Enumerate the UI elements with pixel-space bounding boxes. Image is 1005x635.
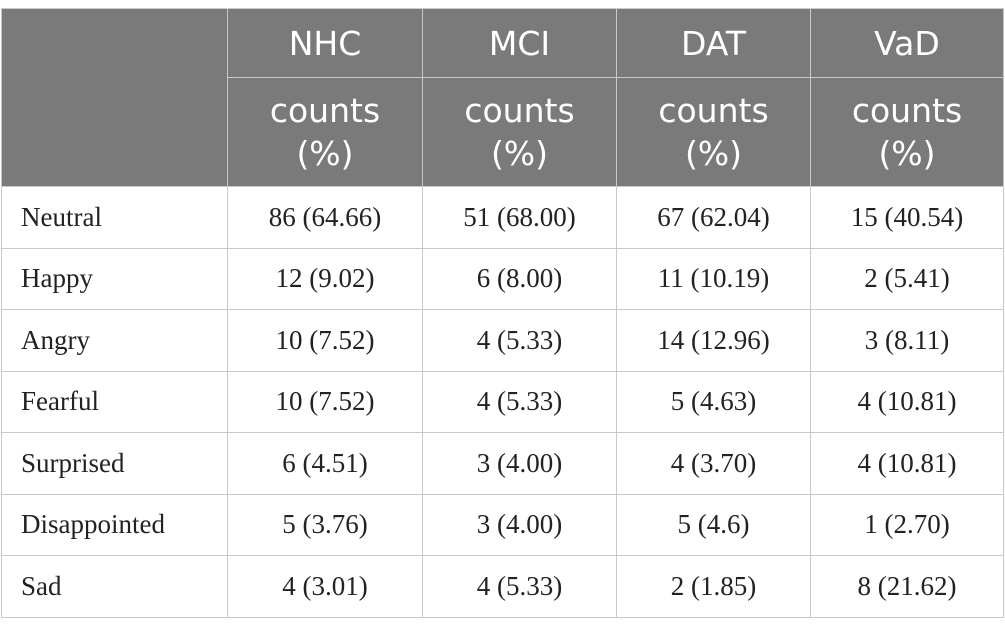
header-unit-nhc: counts (%) (227, 77, 423, 187)
header-unit-line2: (%) (490, 134, 549, 173)
cell-dat: 11 (10.19) (616, 247, 811, 310)
row-label: Angry (1, 309, 228, 372)
header-group-nhc: NHC (227, 8, 423, 78)
emotion-counts-table: NHC MCI DAT VaD counts (%) counts (%) coun… (1, 8, 1004, 618)
table-header: NHC MCI DAT VaD counts (%) counts (%) coun… (1, 8, 1004, 187)
table-row-sad: Sad 4 (3.01) 4 (5.33) 2 (1.85) 8 (21.62) (1, 555, 1004, 618)
cell-mci: 4 (5.33) (422, 309, 617, 372)
header-unit-line1: counts (658, 91, 769, 130)
cell-nhc: 4 (3.01) (227, 555, 423, 618)
header-unit-line2: (%) (878, 134, 936, 173)
table-row-disappointed: Disappointed 5 (3.76) 3 (4.00) 5 (4.6) 1… (1, 493, 1004, 556)
cell-vad: 4 (10.81) (810, 432, 1004, 495)
header-unit-line1: counts (851, 91, 963, 130)
header-row-units: counts (%) counts (%) counts (%) counts (%) (2, 77, 1004, 187)
cell-nhc: 86 (64.66) (227, 186, 423, 249)
header-unit-dat: counts (%) (616, 77, 811, 187)
cell-nhc: 12 (9.02) (227, 247, 423, 310)
cell-dat: 2 (1.85) (616, 555, 811, 618)
row-label: Fearful (1, 370, 228, 433)
cell-mci: 6 (8.00) (422, 247, 617, 310)
cell-vad: 3 (8.11) (810, 309, 1004, 372)
cell-dat: 14 (12.96) (616, 309, 811, 372)
cell-nhc: 10 (7.52) (227, 309, 423, 372)
cell-nhc: 6 (4.51) (227, 432, 423, 495)
cell-mci: 4 (5.33) (422, 370, 617, 433)
table-row-surprised: Surprised 6 (4.51) 3 (4.00) 4 (3.70) 4 (… (1, 432, 1004, 495)
cell-dat: 5 (4.63) (616, 370, 811, 433)
table-row-happy: Happy 12 (9.02) 6 (8.00) 11 (10.19) 2 (5… (1, 247, 1004, 310)
cell-vad: 2 (5.41) (810, 247, 1004, 310)
header-unit-vad: counts (%) (810, 77, 1004, 187)
cell-mci: 3 (4.00) (422, 493, 617, 556)
cell-vad: 4 (10.81) (810, 370, 1004, 433)
table-row-fearful: Fearful 10 (7.52) 4 (5.33) 5 (4.63) 4 (1… (1, 370, 1004, 433)
header-group-mci: MCI (422, 8, 617, 78)
cell-vad: 1 (2.70) (810, 493, 1004, 556)
cell-nhc: 5 (3.76) (227, 493, 423, 556)
cell-dat: 4 (3.70) (616, 432, 811, 495)
header-group-dat: DAT (616, 8, 811, 78)
table-row-angry: Angry 10 (7.52) 4 (5.33) 14 (12.96) 3 (8… (1, 309, 1004, 372)
row-label: Sad (1, 555, 228, 618)
header-unit-line1: counts (464, 91, 575, 130)
cell-nhc: 10 (7.52) (227, 370, 423, 433)
row-label: Neutral (1, 186, 228, 249)
header-corner-cell (1, 8, 228, 187)
header-unit-line1: counts (269, 91, 381, 130)
cell-dat: 5 (4.6) (616, 493, 811, 556)
header-unit-line2: (%) (296, 134, 354, 173)
row-label: Happy (1, 247, 228, 310)
cell-mci: 3 (4.00) (422, 432, 617, 495)
cell-dat: 67 (62.04) (616, 186, 811, 249)
cell-mci: 51 (68.00) (422, 186, 617, 249)
cell-vad: 15 (40.54) (810, 186, 1004, 249)
header-unit-mci: counts (%) (422, 77, 617, 187)
row-label: Surprised (1, 432, 228, 495)
cell-vad: 8 (21.62) (810, 555, 1004, 618)
table-row-neutral: Neutral 86 (64.66) 51 (68.00) 67 (62.04)… (1, 186, 1004, 249)
header-unit-line2: (%) (684, 134, 743, 173)
table-body: Neutral 86 (64.66) 51 (68.00) 67 (62.04)… (1, 186, 1004, 618)
row-label: Disappointed (1, 493, 228, 556)
cell-mci: 4 (5.33) (422, 555, 617, 618)
header-group-vad: VaD (810, 8, 1004, 78)
header-row-groups: NHC MCI DAT VaD (1, 8, 1004, 187)
